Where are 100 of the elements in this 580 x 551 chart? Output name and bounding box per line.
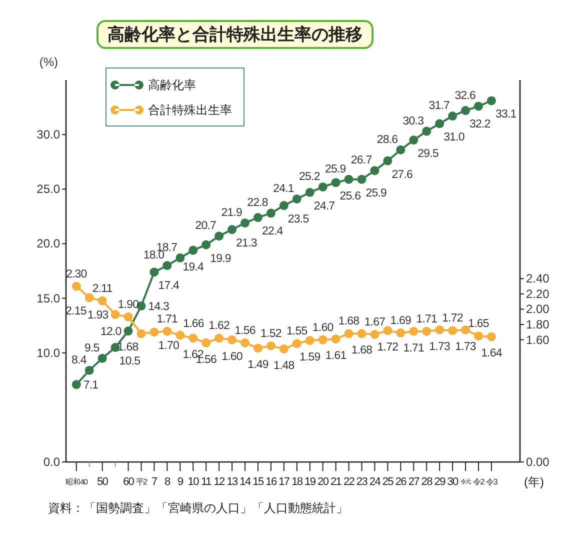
data-label: 25.9 bbox=[366, 187, 387, 200]
point bbox=[370, 330, 380, 339]
point bbox=[228, 335, 237, 344]
y2-tick-label: 0.00 bbox=[526, 455, 550, 469]
x-tick-label: 21 bbox=[330, 476, 342, 488]
data-label: 14.3 bbox=[148, 300, 170, 313]
point bbox=[396, 145, 406, 154]
data-label: 1.93 bbox=[87, 310, 108, 322]
x-tick-label: 27 bbox=[408, 476, 420, 488]
point bbox=[448, 112, 458, 121]
data-label: 31.0 bbox=[444, 132, 464, 144]
point bbox=[461, 325, 470, 334]
x-tick-label: 30 bbox=[447, 476, 459, 488]
data-label: 2.11 bbox=[92, 282, 112, 295]
data-label: 1.71 bbox=[416, 313, 438, 326]
x-tick-label: 18 bbox=[292, 476, 303, 488]
point bbox=[318, 335, 328, 344]
point bbox=[409, 326, 418, 336]
data-label: 24.7 bbox=[314, 200, 335, 212]
data-label: 32.2 bbox=[470, 118, 490, 131]
point bbox=[266, 341, 276, 350]
x-tick-label: 平2 bbox=[136, 478, 148, 486]
data-label: 25.6 bbox=[340, 190, 361, 203]
data-label: 9.5 bbox=[84, 342, 100, 354]
point bbox=[266, 208, 276, 218]
point bbox=[279, 201, 288, 210]
point bbox=[474, 102, 483, 111]
point bbox=[150, 268, 159, 277]
point bbox=[98, 296, 107, 306]
point bbox=[461, 106, 470, 116]
data-label: 8.4 bbox=[72, 354, 88, 366]
data-label: 1.52 bbox=[260, 328, 282, 340]
x-axis-title: (年) bbox=[524, 475, 544, 489]
point bbox=[422, 126, 432, 136]
data-label: 1.60 bbox=[312, 322, 334, 334]
y-tick-label: 20.0 bbox=[36, 236, 60, 251]
legend: 高齢化率 合計特殊出生率 bbox=[106, 68, 244, 126]
chart-title: 高齢化率と合計特殊出生率の推移 bbox=[108, 25, 362, 44]
point bbox=[305, 336, 314, 346]
data-label: 17.4 bbox=[158, 280, 180, 292]
point bbox=[72, 282, 81, 291]
point bbox=[344, 174, 354, 184]
data-label: 1.69 bbox=[390, 314, 412, 327]
data-label: 1.68 bbox=[338, 316, 360, 328]
x-tick-label: 8 bbox=[164, 476, 171, 488]
data-label: 22.8 bbox=[247, 197, 268, 210]
point bbox=[150, 328, 159, 337]
point bbox=[435, 119, 444, 128]
data-label: 1.48 bbox=[274, 360, 294, 372]
x-tick-label: 22 bbox=[343, 476, 355, 488]
data-label: 1.49 bbox=[248, 359, 268, 372]
x-tick-label: 16 bbox=[266, 476, 277, 488]
data-label: 2.30 bbox=[66, 268, 87, 280]
data-label: 1.72 bbox=[442, 312, 463, 325]
data-label: 32.6 bbox=[454, 90, 476, 102]
data-label: 1.67 bbox=[364, 316, 386, 328]
data-label: 20.7 bbox=[195, 220, 216, 232]
data-label: 1.72 bbox=[377, 342, 398, 354]
x-tick-label: 9 bbox=[177, 476, 184, 488]
x-tick-label: 令2 bbox=[473, 478, 486, 486]
point bbox=[318, 182, 328, 192]
x-tick-label: 15 bbox=[252, 476, 264, 488]
point bbox=[357, 174, 366, 184]
data-label: 1.65 bbox=[468, 318, 489, 330]
y2-tick-label: 2.00 bbox=[526, 302, 550, 316]
point bbox=[214, 232, 224, 241]
data-label: 25.2 bbox=[299, 170, 320, 183]
x-tick-label: 24 bbox=[369, 476, 381, 488]
point bbox=[202, 240, 211, 250]
point bbox=[124, 326, 133, 336]
x-tick-label: 26 bbox=[395, 476, 407, 488]
point bbox=[279, 344, 288, 354]
text: 資料：「国勢調査」「宮崎県の人口」「人口動態統計」 bbox=[48, 501, 348, 515]
point bbox=[383, 156, 392, 166]
data-label: 26.7 bbox=[350, 154, 372, 167]
x-tick-label: 25 bbox=[382, 476, 394, 488]
point bbox=[486, 96, 496, 106]
data-label: 31.7 bbox=[428, 100, 450, 112]
point bbox=[240, 338, 250, 348]
data-label: 24.1 bbox=[273, 182, 294, 195]
data-label: 12.0 bbox=[100, 326, 122, 338]
data-label: 1.62 bbox=[208, 320, 230, 332]
data-label: 28.6 bbox=[376, 134, 398, 146]
data-label: 29.5 bbox=[418, 148, 438, 160]
data-label: 1.55 bbox=[286, 326, 308, 338]
x-tick-label: 13 bbox=[226, 476, 238, 488]
point bbox=[383, 326, 392, 336]
point bbox=[474, 331, 483, 340]
point bbox=[188, 246, 198, 255]
x-tick-label: 28 bbox=[421, 476, 433, 488]
data-label: 1.61 bbox=[325, 350, 346, 362]
point bbox=[162, 261, 172, 270]
y-axis-title: (%) bbox=[39, 55, 58, 69]
data-label: 21.3 bbox=[236, 238, 257, 250]
data-label: 33.1 bbox=[495, 108, 516, 121]
data-label: 1.64 bbox=[481, 348, 503, 360]
data-label: 19.9 bbox=[210, 252, 231, 265]
y-tick-label: 10.0 bbox=[36, 346, 60, 360]
data-label: 1.71 bbox=[403, 342, 424, 354]
point bbox=[292, 339, 302, 348]
